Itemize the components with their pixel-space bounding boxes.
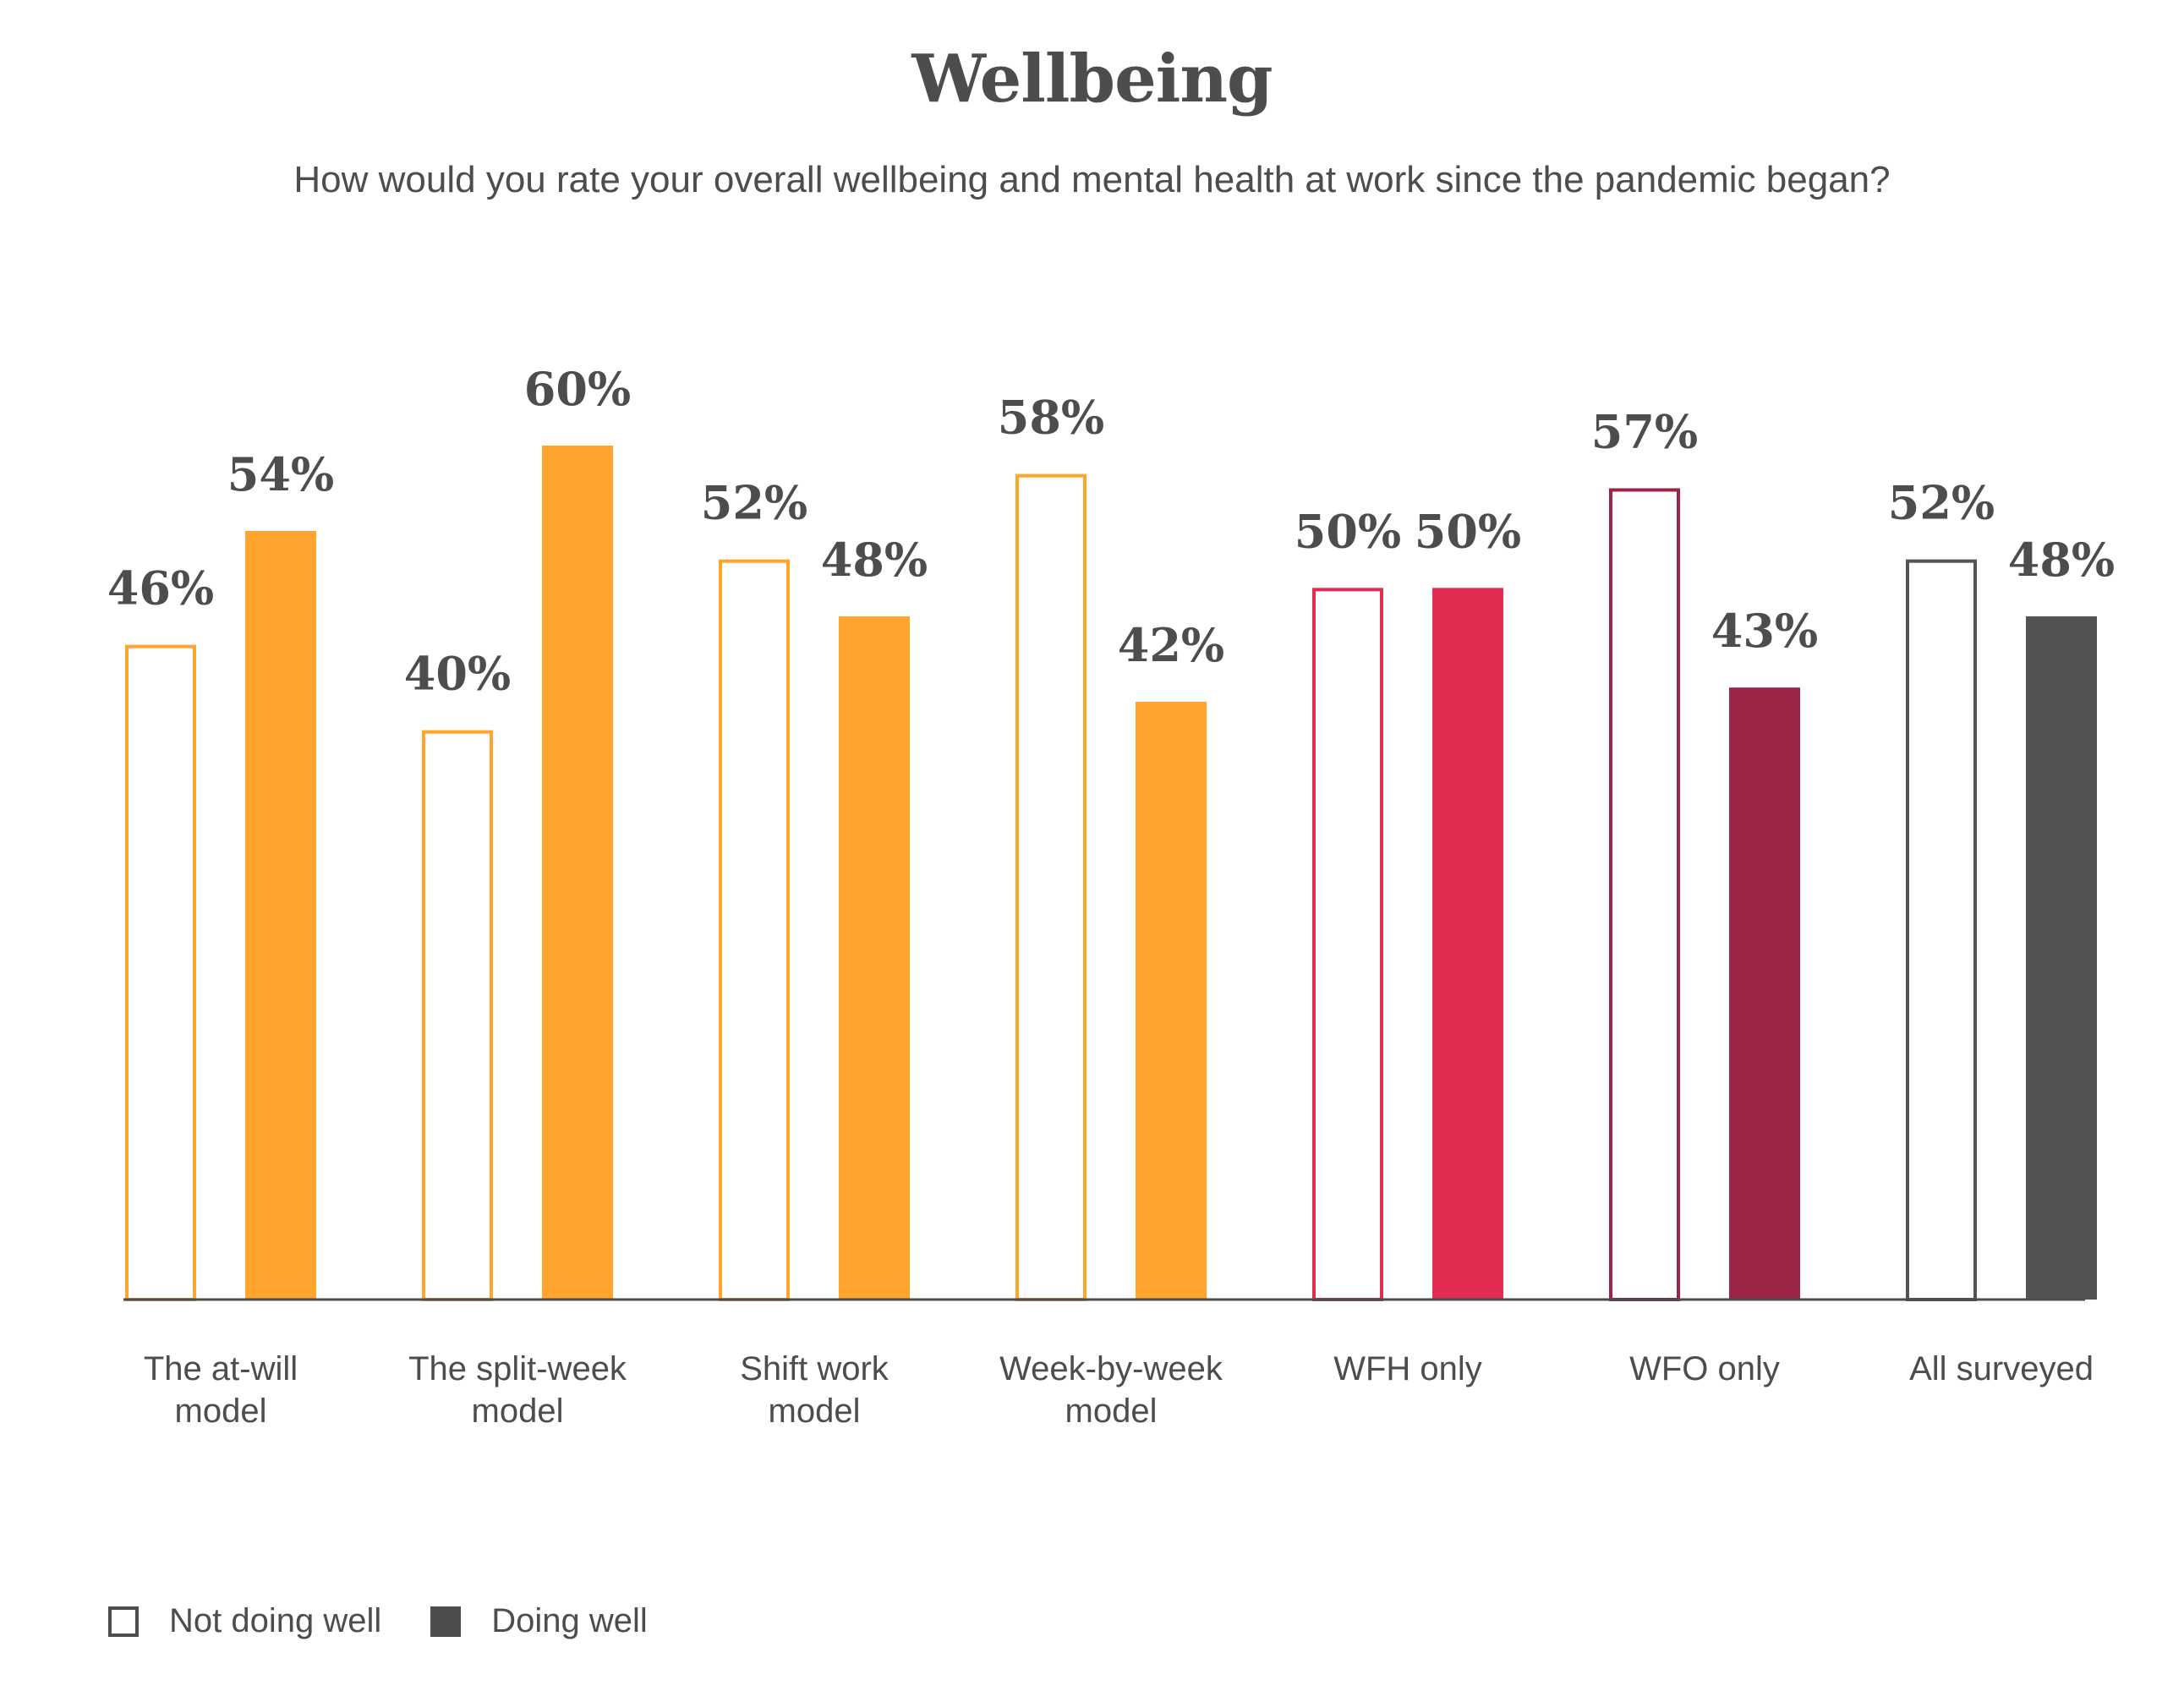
bar-not-doing-well [719,559,790,1301]
bar-doing-well [1432,588,1503,1300]
category-label-line: WFH only [1333,1350,1482,1387]
category-label: The at-will model [144,1350,298,1430]
category-label-line: WFO only [1629,1350,1780,1387]
data-label: 43% [1711,604,1818,658]
bar-not-doing-well [422,730,493,1301]
category-label: The split-week model [408,1350,627,1430]
category-label-line: The split-week [408,1350,627,1387]
data-label: 40% [404,647,511,701]
category-label-line: All surveyed [1909,1350,2094,1387]
data-label: 48% [821,533,928,587]
bar-doing-well [1729,687,1800,1300]
legend-item-doing-well: Doing well [430,1602,648,1640]
data-label: 48% [2008,533,2115,587]
legend-item-not-doing-well: Not doing well [108,1602,381,1640]
category-label-line: Week-by-week [999,1350,1223,1387]
data-label: 50% [1295,504,1401,558]
data-label: 50% [1415,504,1521,558]
bar-doing-well [2026,616,2097,1300]
legend-label-doing-well: Doing well [491,1602,648,1639]
category-label-line: model [769,1393,861,1430]
data-label: 52% [701,476,807,530]
data-label: 58% [998,391,1104,445]
category-label-line: model [175,1393,267,1430]
category-label-line: Shift work [740,1350,889,1387]
data-label: 54% [227,447,334,501]
bar-not-doing-well [1015,473,1087,1301]
data-label: 46% [107,561,214,616]
data-label: 57% [1591,405,1698,459]
category-label: WFH only [1333,1350,1482,1387]
data-label: 60% [524,362,631,416]
bar-doing-well [1136,702,1207,1300]
category-label: All surveyed [1909,1350,2094,1387]
legend: Not doing well Doing well [108,1602,697,1640]
data-label: 42% [1118,618,1224,672]
bar-not-doing-well [1312,588,1383,1301]
category-label: WFO only [1629,1350,1780,1387]
category-label-line: model [472,1393,564,1430]
bar-not-doing-well [1609,488,1680,1301]
category-label: Week-by-week model [999,1350,1223,1430]
data-label: 52% [1888,476,1995,530]
chart-subtitle: How would you rate your overall wellbein… [293,159,1891,200]
filled-square-icon [430,1606,462,1637]
category-label-line: The at-will [144,1350,298,1387]
bar-doing-well [245,531,316,1300]
legend-label-not-doing-well: Not doing well [169,1602,382,1639]
bar-not-doing-well [125,644,196,1301]
category-label-line: model [1065,1393,1158,1430]
bar-doing-well [542,446,613,1300]
bar-not-doing-well [1906,559,1977,1301]
bar-doing-well [839,616,910,1300]
chart-title: Wellbeing [911,41,1273,118]
category-label: Shift work model [740,1350,889,1430]
outline-square-icon [108,1606,139,1637]
